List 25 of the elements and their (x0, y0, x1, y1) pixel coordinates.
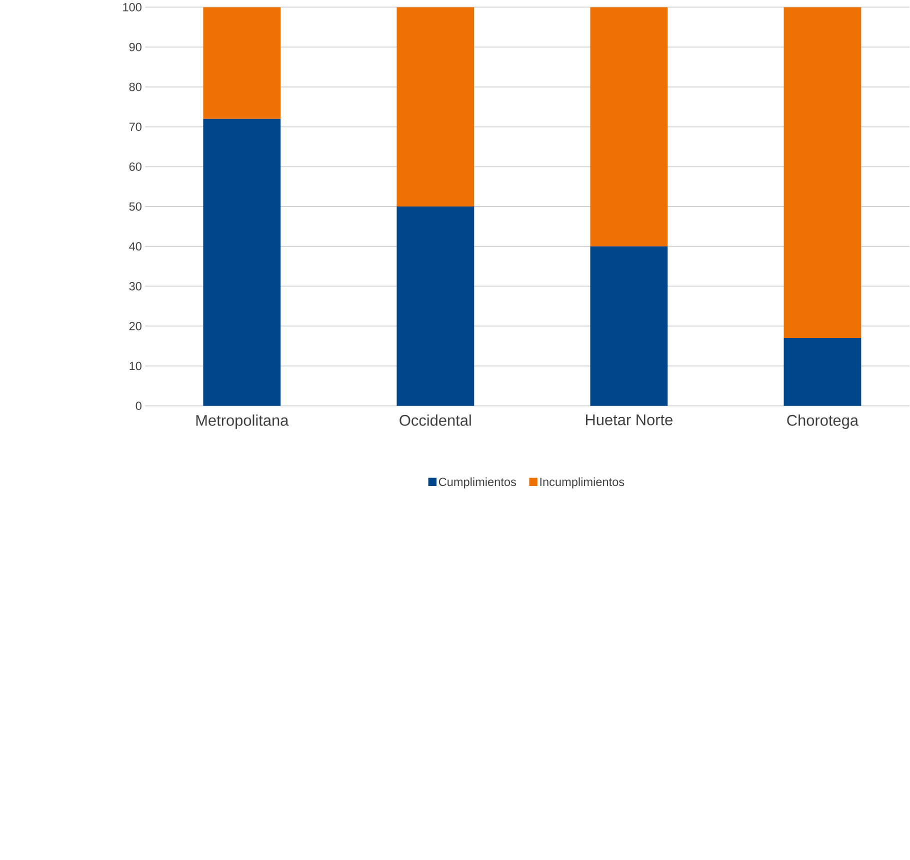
x-tick-label: Chorotega (787, 414, 859, 429)
bar (784, 7, 862, 338)
bar (590, 246, 668, 406)
y-tick-label: 100 (123, 2, 142, 12)
bar (203, 7, 281, 119)
y-tick-label: 50 (129, 202, 142, 211)
bar (590, 7, 668, 246)
y-tick-label: 10 (130, 362, 142, 370)
x-tick-label: Huetar Norte (586, 414, 672, 426)
y-tick-label: 0 (136, 402, 142, 410)
x-tick-label: Metropolitana (196, 414, 289, 429)
y-tick-label: 90 (129, 42, 142, 52)
y-tick-label: 80 (129, 82, 142, 91)
bar (203, 118, 281, 406)
y-tick-label: 20 (129, 322, 142, 330)
bar (784, 338, 862, 406)
x-tick-label: Occidental (400, 414, 471, 426)
legend-label: Incumplimientos (540, 477, 624, 488)
y-tick-label: 70 (129, 122, 142, 131)
bar (396, 7, 474, 206)
y-tick-label: 30 (129, 282, 142, 290)
bar (396, 206, 474, 406)
y-tick-label: 40 (129, 242, 142, 250)
y-tick-label: 60 (129, 162, 142, 171)
legend-label: Cumplimientos (438, 477, 516, 488)
